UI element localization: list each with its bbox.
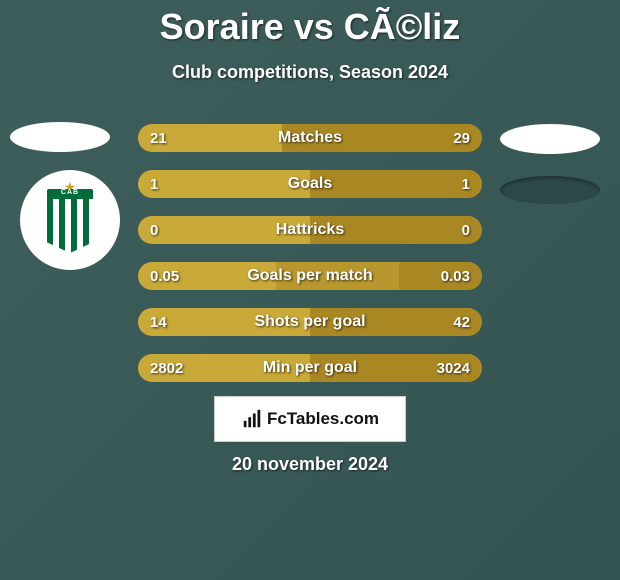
- page-title: Soraire vs CÃ©liz: [0, 0, 620, 48]
- chart-icon: [241, 408, 263, 430]
- stat-fill-left: [138, 308, 310, 336]
- site-name: FcTables.com: [267, 409, 379, 429]
- page-subtitle: Club competitions, Season 2024: [0, 62, 620, 83]
- stat-fill-right: [399, 262, 482, 290]
- stats-bars: Matches2129 Goals11 Hattricks00 Goals per m…: [138, 124, 482, 400]
- badge-stripes: [47, 199, 93, 253]
- stat-fill-right: [310, 216, 482, 244]
- player-left-club-badge: ★ CAB: [20, 170, 120, 270]
- stat-fill-right: [282, 124, 482, 152]
- footer-date: 20 november 2024: [0, 454, 620, 475]
- stat-row: Shots per goal1442: [138, 308, 482, 336]
- stat-fill-left: [138, 124, 282, 152]
- stat-fill-right: [310, 308, 482, 336]
- stat-fill-left: [138, 354, 310, 382]
- stat-row: Goals per match0.050.03: [138, 262, 482, 290]
- site-logo[interactable]: FcTables.com: [214, 396, 406, 442]
- stat-fill-right: [310, 170, 482, 198]
- player-right-club-placeholder: [500, 176, 600, 204]
- badge-letters: CAB: [47, 189, 93, 196]
- stat-fill-left: [138, 262, 276, 290]
- stat-row: Matches2129: [138, 124, 482, 152]
- stat-row: Min per goal28023024: [138, 354, 482, 382]
- stat-fill-left: [138, 170, 310, 198]
- stat-row: Goals11: [138, 170, 482, 198]
- stat-fill-right: [310, 354, 482, 382]
- player-right-flag: [500, 124, 600, 154]
- player-left-flag: [10, 122, 110, 152]
- stat-fill-left: [138, 216, 310, 244]
- stat-row: Hattricks00: [138, 216, 482, 244]
